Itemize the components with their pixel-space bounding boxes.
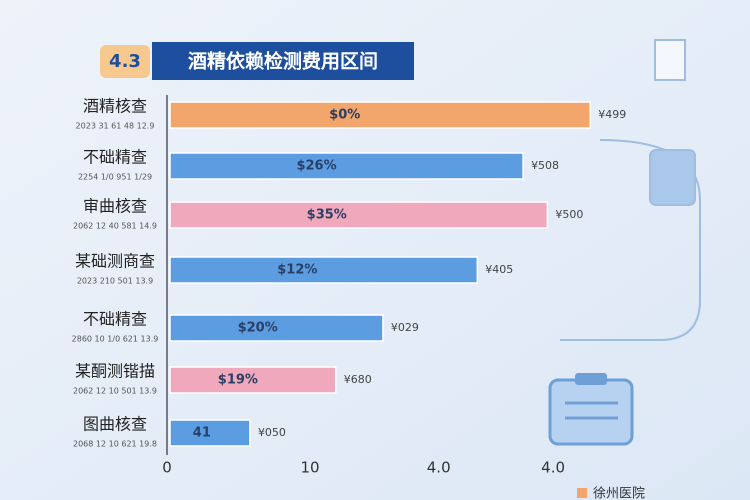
bar: [169, 314, 384, 342]
decor-flask: [560, 39, 701, 341]
bar: [169, 201, 549, 229]
title-box: [152, 42, 414, 80]
bar-label: $20%: [238, 321, 278, 336]
bar: [169, 256, 479, 284]
bar-label: $35%: [307, 208, 347, 223]
category-label: 某酮测锴描: [75, 362, 155, 381]
category-sublabel: 2068 12 10 621 19.8: [73, 440, 157, 449]
footer: 徐州医院: [593, 487, 645, 500]
category-sublabel: 2254 1/0 951 1/29: [78, 173, 152, 182]
cost-label: ¥050: [258, 426, 286, 439]
x-tick-label: 0: [162, 459, 172, 477]
bar: [169, 101, 592, 129]
category-label: 审曲核查: [83, 197, 147, 216]
badge: 4.3: [109, 51, 141, 72]
category-label: 酒精核查: [83, 97, 147, 116]
footer-swatch: [577, 488, 587, 498]
bar: [169, 152, 524, 180]
category-label: 不础精查: [83, 148, 147, 167]
x-tick-label: 10: [300, 459, 319, 477]
bar-label: $12%: [277, 263, 317, 278]
cost-label: ¥499: [598, 108, 626, 121]
category-label: 图曲核查: [83, 415, 147, 434]
category-label: 不础精查: [83, 310, 147, 329]
bar-label: 41: [193, 426, 211, 441]
cost-label: ¥405: [485, 263, 513, 276]
category-sublabel: 2023 210 501 13.9: [77, 277, 153, 286]
bar-label: $26%: [296, 159, 336, 174]
category-sublabel: 2023 31 61 48 12.9: [76, 122, 155, 131]
decor-clipboard: [548, 373, 634, 446]
category-label: 某础测商查: [75, 252, 155, 271]
x-tick-label: 4.0: [541, 459, 565, 477]
cost-label: ¥680: [344, 373, 372, 386]
category-sublabel: 2062 12 10 501 13.9: [73, 387, 157, 396]
badge-box: [100, 45, 150, 78]
x-tick-label: 4.0: [427, 459, 451, 477]
bar-label: $19%: [218, 373, 258, 388]
category-sublabel: 2860 10 1/0 621 13.9: [72, 335, 159, 344]
bar: [169, 419, 251, 447]
cost-label: ¥500: [555, 208, 583, 221]
category-sublabel: 2062 12 40 581 14.9: [73, 222, 157, 231]
chart-title: 酒精依赖检测费用区间: [188, 50, 378, 73]
cost-label: ¥508: [531, 159, 559, 172]
bar: [169, 366, 337, 394]
cost-label: ¥029: [391, 321, 419, 334]
bar-label: $0%: [329, 108, 360, 123]
